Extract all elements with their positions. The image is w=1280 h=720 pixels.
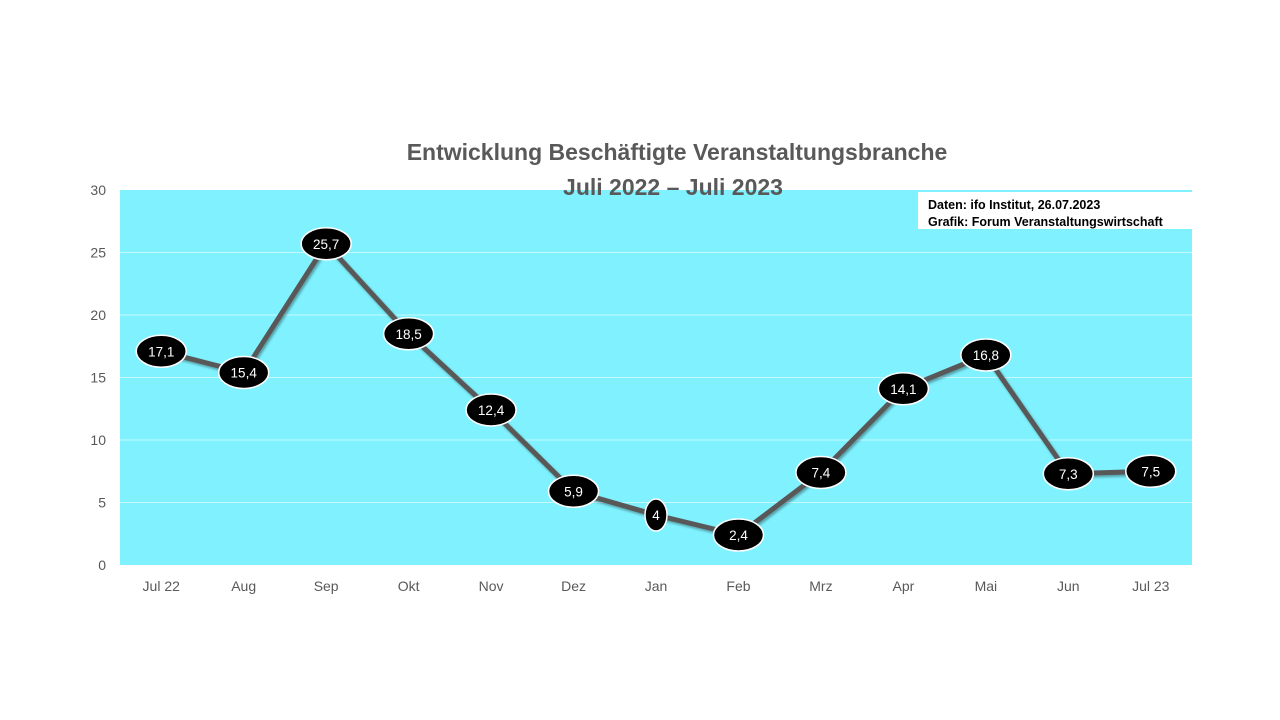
data-label-bubble <box>382 317 435 351</box>
x-tick-label: Aug <box>231 578 256 594</box>
x-tick-label: Nov <box>479 578 504 594</box>
data-label-bubble <box>1125 454 1177 488</box>
y-tick-label: 20 <box>90 307 106 323</box>
data-label-bubble <box>547 474 600 508</box>
y-tick-label: 10 <box>90 432 106 448</box>
data-label: 7,4 <box>795 455 847 490</box>
y-tick-label: 30 <box>90 182 106 198</box>
data-label: 25,7 <box>300 227 352 261</box>
data-label-value: 5,9 <box>564 484 583 499</box>
data-label-value: 14,1 <box>890 382 916 397</box>
data-label: 7,5 <box>1125 454 1177 488</box>
data-label-value: 2,4 <box>729 528 748 543</box>
data-label-bubble <box>217 355 270 390</box>
x-tick-label: Mrz <box>809 578 832 594</box>
y-tick-label: 15 <box>90 370 106 386</box>
data-label-value: 15,4 <box>231 366 258 381</box>
data-labels: 17,1 15,4 25,7 18,5 12,4 5,9 4 2,4 7,4 14,1 16,8 7,… <box>135 227 1177 552</box>
data-label: 18,5 <box>382 317 435 351</box>
x-tick-label: Jan <box>645 578 668 594</box>
data-label-value: 7,3 <box>1059 467 1078 482</box>
data-label: 16,8 <box>960 338 1012 372</box>
x-tick-label: Jun <box>1057 578 1080 594</box>
data-label: 14,1 <box>877 372 930 406</box>
x-tick-label: Mai <box>975 578 998 594</box>
y-tick-label: 5 <box>98 495 106 511</box>
data-label: 2,4 <box>712 518 765 552</box>
y-tick-label: 0 <box>98 557 106 573</box>
data-label-bubble <box>300 227 352 261</box>
data-label-bubble <box>960 338 1012 372</box>
source-box <box>918 192 1192 229</box>
data-label: 15,4 <box>217 355 270 390</box>
data-label-value: 12,4 <box>478 403 505 418</box>
gridlines <box>120 252 1192 503</box>
data-label-bubble <box>1042 457 1095 491</box>
x-tick-label: Jul 23 <box>1132 578 1170 594</box>
data-label: 5,9 <box>547 474 600 508</box>
x-tick-label: Dez <box>561 578 586 594</box>
data-label-value: 7,4 <box>812 466 831 481</box>
data-label-value: 25,7 <box>313 237 339 252</box>
x-axis-tick-labels: Jul 22 Aug Sep Okt Nov Dez Jan Feb Mrz Apr Mai Jun J… <box>143 578 1170 594</box>
data-label: 7,3 <box>1042 457 1095 491</box>
data-label-bubble <box>135 334 187 368</box>
x-tick-label: Sep <box>314 578 339 594</box>
data-label-bubble <box>712 518 765 552</box>
chart-subtitle: Juli 2022 – Juli 2023 <box>563 174 783 200</box>
data-label-bubble <box>644 498 668 532</box>
y-tick-label: 25 <box>90 245 106 261</box>
data-label-value: 16,8 <box>973 348 999 363</box>
data-label-value: 4 <box>652 508 660 523</box>
data-label-value: 17,1 <box>148 344 174 359</box>
x-tick-label: Okt <box>398 578 420 594</box>
chart-title: Entwicklung Beschäftigte Veranstaltungsb… <box>407 139 948 165</box>
x-tick-label: Jul 22 <box>143 578 181 594</box>
data-label-bubble <box>795 455 847 490</box>
data-label-value: 18,5 <box>395 327 421 342</box>
data-label-bubble <box>465 393 517 427</box>
x-tick-label: Feb <box>726 578 750 594</box>
y-axis-tick-labels: 0 5 10 15 20 25 30 <box>90 182 106 573</box>
data-label: 12,4 <box>465 393 517 427</box>
source-line-2: Grafik: Forum Veranstaltungswirtschaft <box>928 215 1164 229</box>
source-line-1: Daten: ifo Institut, 26.07.2023 <box>928 198 1100 212</box>
data-label-value: 7,5 <box>1141 464 1160 479</box>
data-label: 4 <box>644 498 668 532</box>
x-tick-label: Apr <box>892 578 914 594</box>
data-label-bubble <box>877 372 930 406</box>
data-label: 17,1 <box>135 334 187 368</box>
